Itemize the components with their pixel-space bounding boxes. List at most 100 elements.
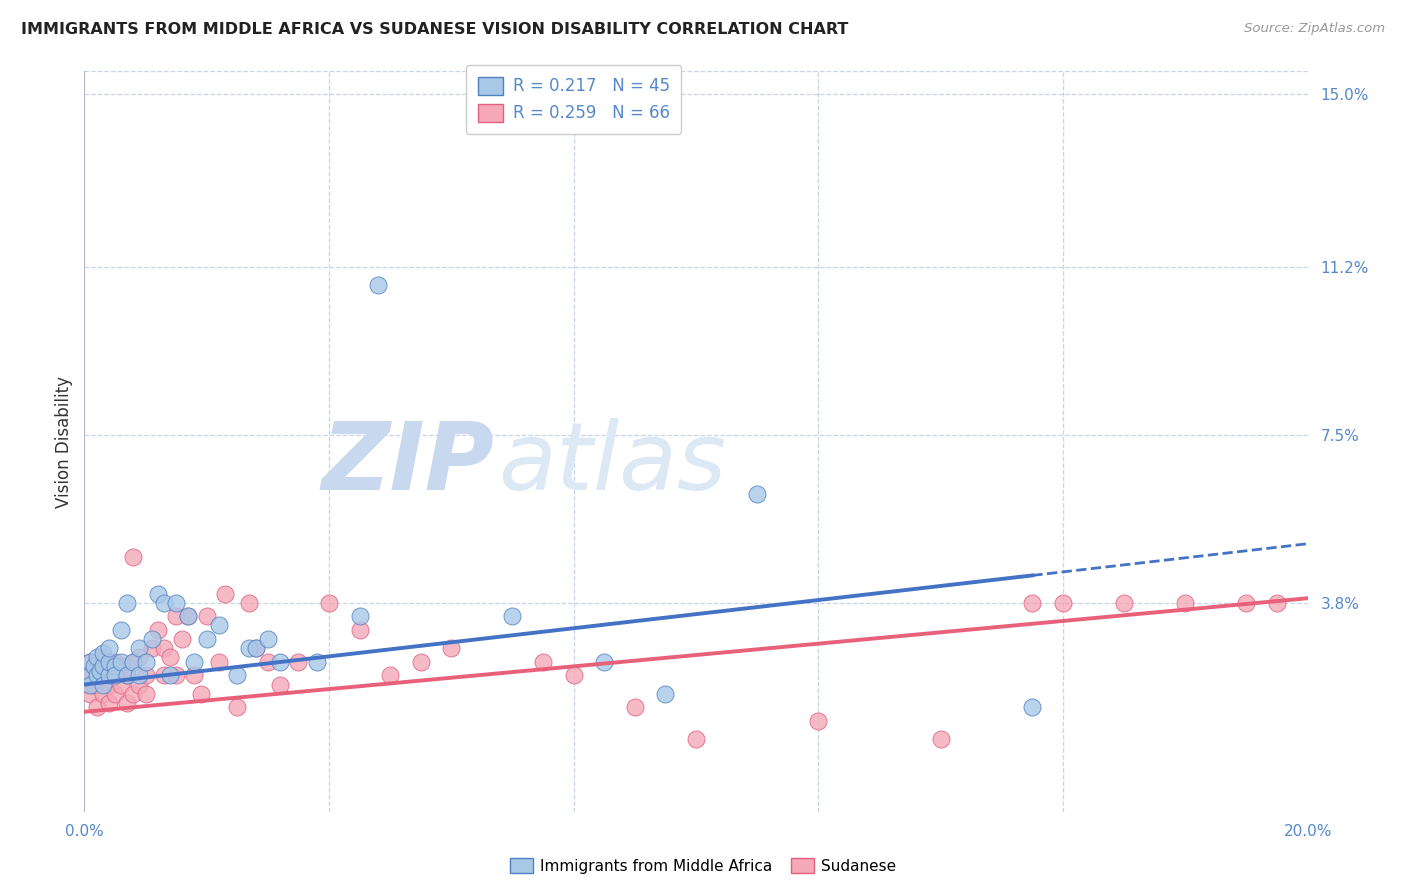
Point (195, 609, 218, 624)
Point (226, 668, 249, 682)
Point (195, 632, 218, 647)
Point (122, 550, 145, 565)
Point (141, 632, 163, 647)
Point (531, 655, 554, 669)
Point (91, 677, 114, 691)
Point (349, 623, 371, 637)
Point (1021, 700, 1043, 714)
Point (159, 650, 181, 665)
Point (208, 618, 231, 632)
Point (245, 641, 267, 656)
Point (208, 655, 231, 669)
Point (97, 655, 120, 669)
Point (159, 668, 181, 682)
Point (1114, 596, 1136, 610)
Point (91, 687, 114, 701)
Point (110, 655, 132, 669)
Point (183, 655, 205, 669)
Point (91, 668, 114, 682)
Point (91, 646, 114, 660)
Point (79, 677, 101, 691)
Point (104, 668, 127, 682)
Point (115, 696, 138, 710)
Text: IMMIGRANTS FROM MIDDLE AFRICA VS SUDANESE VISION DISABILITY CORRELATION CHART: IMMIGRANTS FROM MIDDLE AFRICA VS SUDANES… (21, 22, 848, 37)
Point (190, 687, 212, 701)
Point (86, 668, 108, 682)
Point (409, 655, 432, 669)
Point (104, 659, 127, 673)
Text: atlas: atlas (498, 418, 725, 509)
Point (183, 668, 205, 682)
Point (115, 668, 138, 682)
Point (122, 687, 145, 701)
Point (367, 277, 389, 292)
Point (287, 655, 309, 669)
Point (128, 650, 150, 665)
Point (1021, 596, 1043, 610)
Point (1174, 596, 1197, 610)
Point (76, 668, 98, 682)
Point (929, 732, 952, 747)
Point (128, 668, 150, 682)
Point (79, 655, 101, 669)
Point (115, 596, 138, 610)
Point (115, 668, 138, 682)
Point (97, 696, 120, 710)
Point (91, 650, 114, 665)
Point (104, 687, 127, 701)
Point (177, 609, 200, 624)
Point (122, 655, 145, 669)
Legend: R = 0.217   N = 45, R = 0.259   N = 66: R = 0.217 N = 45, R = 0.259 N = 66 (465, 65, 682, 134)
Point (153, 596, 176, 610)
Point (153, 668, 176, 682)
Point (135, 687, 157, 701)
Point (177, 609, 200, 624)
Point (86, 655, 108, 669)
Point (654, 687, 676, 701)
Point (1265, 596, 1288, 610)
Point (685, 732, 707, 747)
Point (624, 700, 647, 714)
Point (79, 668, 101, 682)
Point (245, 641, 267, 656)
Point (593, 655, 616, 669)
Point (122, 655, 145, 669)
Point (135, 655, 157, 669)
Point (1236, 596, 1258, 610)
Point (440, 641, 463, 656)
Point (76, 668, 98, 682)
Point (226, 700, 249, 714)
Point (214, 587, 236, 601)
Point (75, 677, 97, 691)
Point (146, 587, 169, 601)
Point (172, 632, 194, 647)
Point (86, 668, 108, 682)
Point (86, 650, 108, 665)
Point (165, 668, 187, 682)
Legend: Immigrants from Middle Africa, Sudanese: Immigrants from Middle Africa, Sudanese (503, 852, 903, 880)
Point (79, 687, 101, 701)
Point (305, 655, 328, 669)
Text: Source: ZipAtlas.com: Source: ZipAtlas.com (1244, 22, 1385, 36)
Point (257, 655, 280, 669)
Point (165, 596, 187, 610)
Point (97, 677, 120, 691)
Point (141, 641, 163, 656)
Point (807, 714, 830, 728)
Point (110, 677, 132, 691)
Point (349, 609, 371, 624)
Point (104, 668, 127, 682)
Point (128, 677, 150, 691)
Point (83, 677, 105, 691)
Point (380, 668, 402, 682)
Point (165, 609, 187, 624)
Point (89, 664, 111, 678)
Point (110, 623, 132, 637)
Point (238, 596, 260, 610)
Y-axis label: Vision Disability: Vision Disability (55, 376, 73, 508)
Point (257, 632, 280, 647)
Point (97, 641, 120, 656)
Text: ZIP: ZIP (321, 417, 494, 509)
Point (502, 609, 524, 624)
Point (128, 641, 150, 656)
